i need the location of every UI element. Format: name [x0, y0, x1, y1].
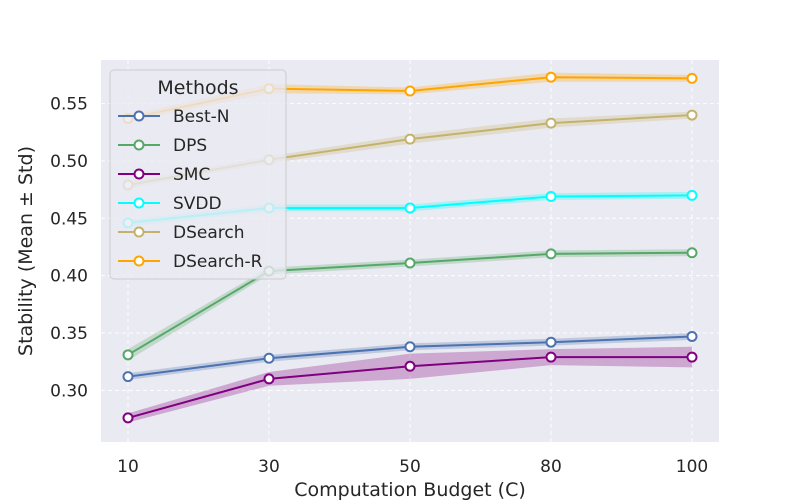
point-best-n: [263, 352, 275, 364]
legend-marker-best-n: [133, 110, 145, 122]
point-best-n: [545, 336, 557, 348]
y-tick-label: 0.55: [50, 95, 88, 115]
point-dsearch: [404, 133, 416, 145]
point-smc: [122, 412, 134, 424]
point-dsearch-r: [404, 85, 416, 97]
x-tick-label: 30: [258, 457, 280, 477]
legend-label-dsearch-r: DSearch-R: [173, 252, 263, 272]
legend-label-best-n: Best-N: [173, 107, 230, 127]
legend-label-svdd: SVDD: [173, 194, 222, 214]
legend-items: Best-N DPS SMC SVDD DSearch DSearch-R: [118, 107, 263, 272]
legend: Methods Best-N DPS SMC SVDD DSearch DSearch-R: [109, 69, 287, 280]
y-axis-ticks: 0.30 0.35 0.40 0.45 0.50 0.55: [50, 95, 88, 402]
y-tick-label: 0.45: [50, 209, 88, 229]
point-dsearch: [545, 117, 557, 129]
point-best-n: [122, 371, 134, 383]
y-tick-label: 0.50: [50, 152, 88, 172]
band-dsearch: [128, 111, 692, 189]
point-svdd: [686, 189, 698, 201]
x-tick-label: 10: [117, 457, 139, 477]
y-tick-label: 0.35: [50, 324, 88, 344]
y-tick-label: 0.40: [50, 267, 88, 287]
point-best-n: [404, 341, 416, 353]
y-axis-label: Stability (Mean ± Std): [15, 146, 37, 356]
legend-marker-smc: [133, 168, 145, 180]
point-smc: [404, 360, 416, 372]
x-tick-label: 100: [676, 457, 708, 477]
point-smc: [686, 351, 698, 363]
legend-label-dsearch: DSearch: [173, 223, 245, 243]
legend-label-smc: SMC: [173, 165, 210, 185]
legend-label-dps: DPS: [173, 136, 207, 156]
point-dps: [122, 349, 134, 361]
point-dps: [545, 248, 557, 260]
y-tick-label: 0.30: [50, 381, 88, 401]
legend-marker-dps: [133, 139, 145, 151]
point-smc: [263, 373, 275, 385]
legend-title: Methods: [157, 77, 238, 99]
legend-box: [109, 69, 287, 280]
point-dps: [404, 257, 416, 269]
point-dsearch: [686, 109, 698, 121]
x-axis-label: Computation Budget (C): [294, 479, 526, 500]
x-tick-label: 80: [540, 457, 562, 477]
point-dsearch-r: [686, 72, 698, 84]
point-dsearch-r: [545, 71, 557, 83]
x-axis-ticks: 10 30 50 80 100: [117, 457, 708, 477]
legend-marker-svdd: [133, 197, 145, 209]
legend-marker-dsearch-r: [133, 255, 145, 267]
x-tick-label: 50: [399, 457, 421, 477]
point-smc: [545, 351, 557, 363]
point-svdd: [545, 191, 557, 203]
point-best-n: [686, 330, 698, 342]
legend-marker-dsearch: [133, 226, 145, 238]
point-dps: [686, 247, 698, 259]
point-svdd: [404, 202, 416, 214]
